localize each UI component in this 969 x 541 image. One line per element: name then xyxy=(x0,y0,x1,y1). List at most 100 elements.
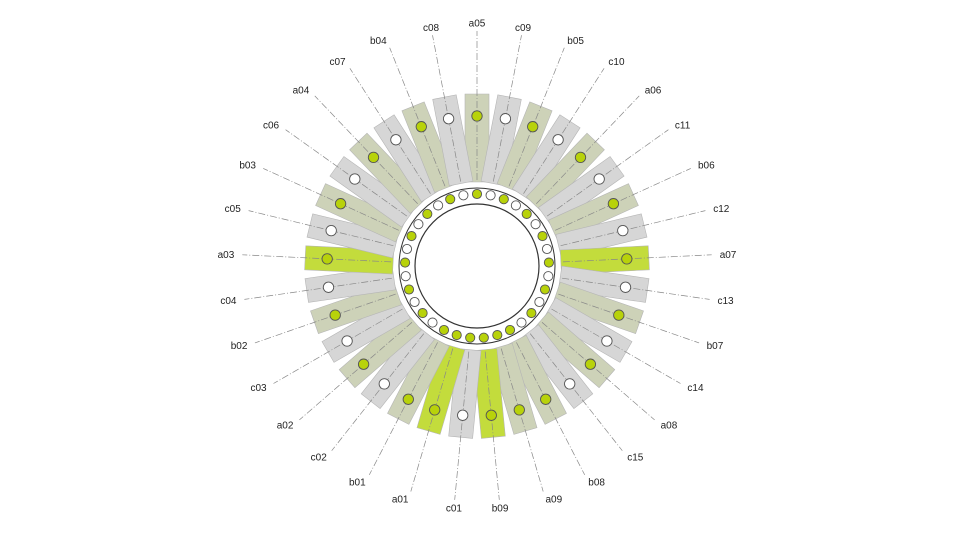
marker-a07 xyxy=(621,253,633,265)
hub-dot-c13 xyxy=(543,271,554,282)
segment-label-c14: c14 xyxy=(687,383,704,394)
segment-label-c12: c12 xyxy=(713,204,730,215)
marker-c01 xyxy=(457,409,469,421)
marker-b03 xyxy=(334,198,347,210)
marker-c03 xyxy=(341,335,353,347)
segment-c04 xyxy=(244,265,396,303)
leader-line-b06 xyxy=(555,168,691,231)
hub-dot-c11 xyxy=(530,219,541,230)
segment-a02 xyxy=(299,311,422,421)
segment-a01 xyxy=(410,342,466,492)
marker-b07 xyxy=(613,309,625,321)
segment-label-b05: b05 xyxy=(567,36,584,47)
segment-label-b07: b07 xyxy=(707,341,724,352)
segment-label-a02: a02 xyxy=(277,421,294,432)
leader-line-a07 xyxy=(562,254,712,263)
marker-c13 xyxy=(619,281,632,293)
segment-b05 xyxy=(496,47,565,193)
hub-dot-c02 xyxy=(427,317,438,328)
leader-line-c05 xyxy=(248,210,394,247)
marker-b08 xyxy=(540,393,552,405)
marker-a05 xyxy=(471,110,483,122)
hub-inner-ring xyxy=(414,203,540,329)
segment-c07 xyxy=(349,68,443,203)
segment-label-b09: b09 xyxy=(492,503,509,514)
segment-b09 xyxy=(472,348,506,500)
leader-line-a02 xyxy=(299,322,413,421)
segment-label-c01: c01 xyxy=(446,503,463,514)
hub-dot-c09 xyxy=(485,190,496,201)
segment-c14 xyxy=(543,297,681,384)
hub-dot-c04 xyxy=(400,271,411,282)
hub-dot-c10 xyxy=(510,200,521,211)
hub-dot-a09 xyxy=(492,330,503,341)
leader-line-b08 xyxy=(516,342,586,476)
segment-label-b01: b01 xyxy=(349,478,366,489)
segment-a09 xyxy=(488,342,544,492)
leader-line-b09 xyxy=(484,351,500,500)
marker-a04 xyxy=(367,151,380,164)
marker-c15 xyxy=(564,378,576,390)
segment-b07 xyxy=(552,281,700,344)
segment-label-a06: a06 xyxy=(645,86,662,97)
leader-line-c04 xyxy=(244,277,392,300)
hub-dot-b06 xyxy=(537,231,548,242)
hub-dot-b05 xyxy=(498,194,509,205)
segment-label-c06: c06 xyxy=(263,121,280,132)
leader-line-c15 xyxy=(529,333,623,451)
hub-dot-a04 xyxy=(422,208,433,219)
hub-dot-a08 xyxy=(526,308,537,319)
segment-label-c02: c02 xyxy=(311,453,328,464)
ray-layer xyxy=(242,31,712,500)
leader-line-b04 xyxy=(389,47,446,187)
hub-dot-b03 xyxy=(406,231,417,242)
leader-line-c08 xyxy=(432,35,462,182)
leader-line-a08 xyxy=(541,322,655,421)
segment-c13 xyxy=(558,265,710,303)
marker-a08 xyxy=(584,358,597,370)
marker-a06 xyxy=(574,151,587,164)
leader-line-b07 xyxy=(558,293,700,344)
hub-dot-c07 xyxy=(433,200,444,211)
leader-line-c09 xyxy=(492,35,522,182)
segment-b06 xyxy=(548,168,691,243)
marker-c02 xyxy=(378,378,390,390)
leader-line-c06 xyxy=(285,129,408,217)
leader-line-c07 xyxy=(349,68,431,194)
marker-c09 xyxy=(499,113,512,125)
marker-c08 xyxy=(442,113,455,125)
segment-label-a08: a08 xyxy=(661,421,678,432)
hub-dot-a03 xyxy=(400,257,411,268)
segment-label-c05: c05 xyxy=(225,204,242,215)
segment-c09 xyxy=(480,35,522,187)
hub-dot-a05 xyxy=(471,188,483,200)
leader-line-c12 xyxy=(560,210,706,247)
segment-c06 xyxy=(285,129,416,228)
segment-label-b04: b04 xyxy=(370,36,387,47)
marker-b09 xyxy=(485,409,497,421)
leader-line-c02 xyxy=(331,333,425,451)
segment-a07 xyxy=(559,245,712,275)
segment-label-a07: a07 xyxy=(720,250,737,261)
leader-line-a09 xyxy=(500,348,544,492)
marker-c04 xyxy=(322,281,335,293)
segment-b03 xyxy=(263,168,406,243)
marker-c12 xyxy=(617,224,629,237)
segment-c11 xyxy=(538,129,669,228)
hub-dot-b01 xyxy=(438,324,450,336)
segment-label-c09: c09 xyxy=(515,23,532,34)
hub-dot-a06 xyxy=(521,208,532,219)
marker-b04 xyxy=(415,121,427,133)
marker-c05 xyxy=(325,224,337,237)
hub-dot-b02 xyxy=(403,284,415,295)
leader-line-b03 xyxy=(263,168,399,231)
segment-label-b06: b06 xyxy=(698,161,715,172)
hub-dot-b04 xyxy=(445,194,456,205)
segment-label-c15: c15 xyxy=(627,453,644,464)
segment-c05 xyxy=(248,210,399,259)
segment-label-a01: a01 xyxy=(392,495,409,506)
hub-dot-a02 xyxy=(417,308,428,319)
leader-line-c10 xyxy=(523,68,605,194)
marker-a02 xyxy=(357,358,370,370)
